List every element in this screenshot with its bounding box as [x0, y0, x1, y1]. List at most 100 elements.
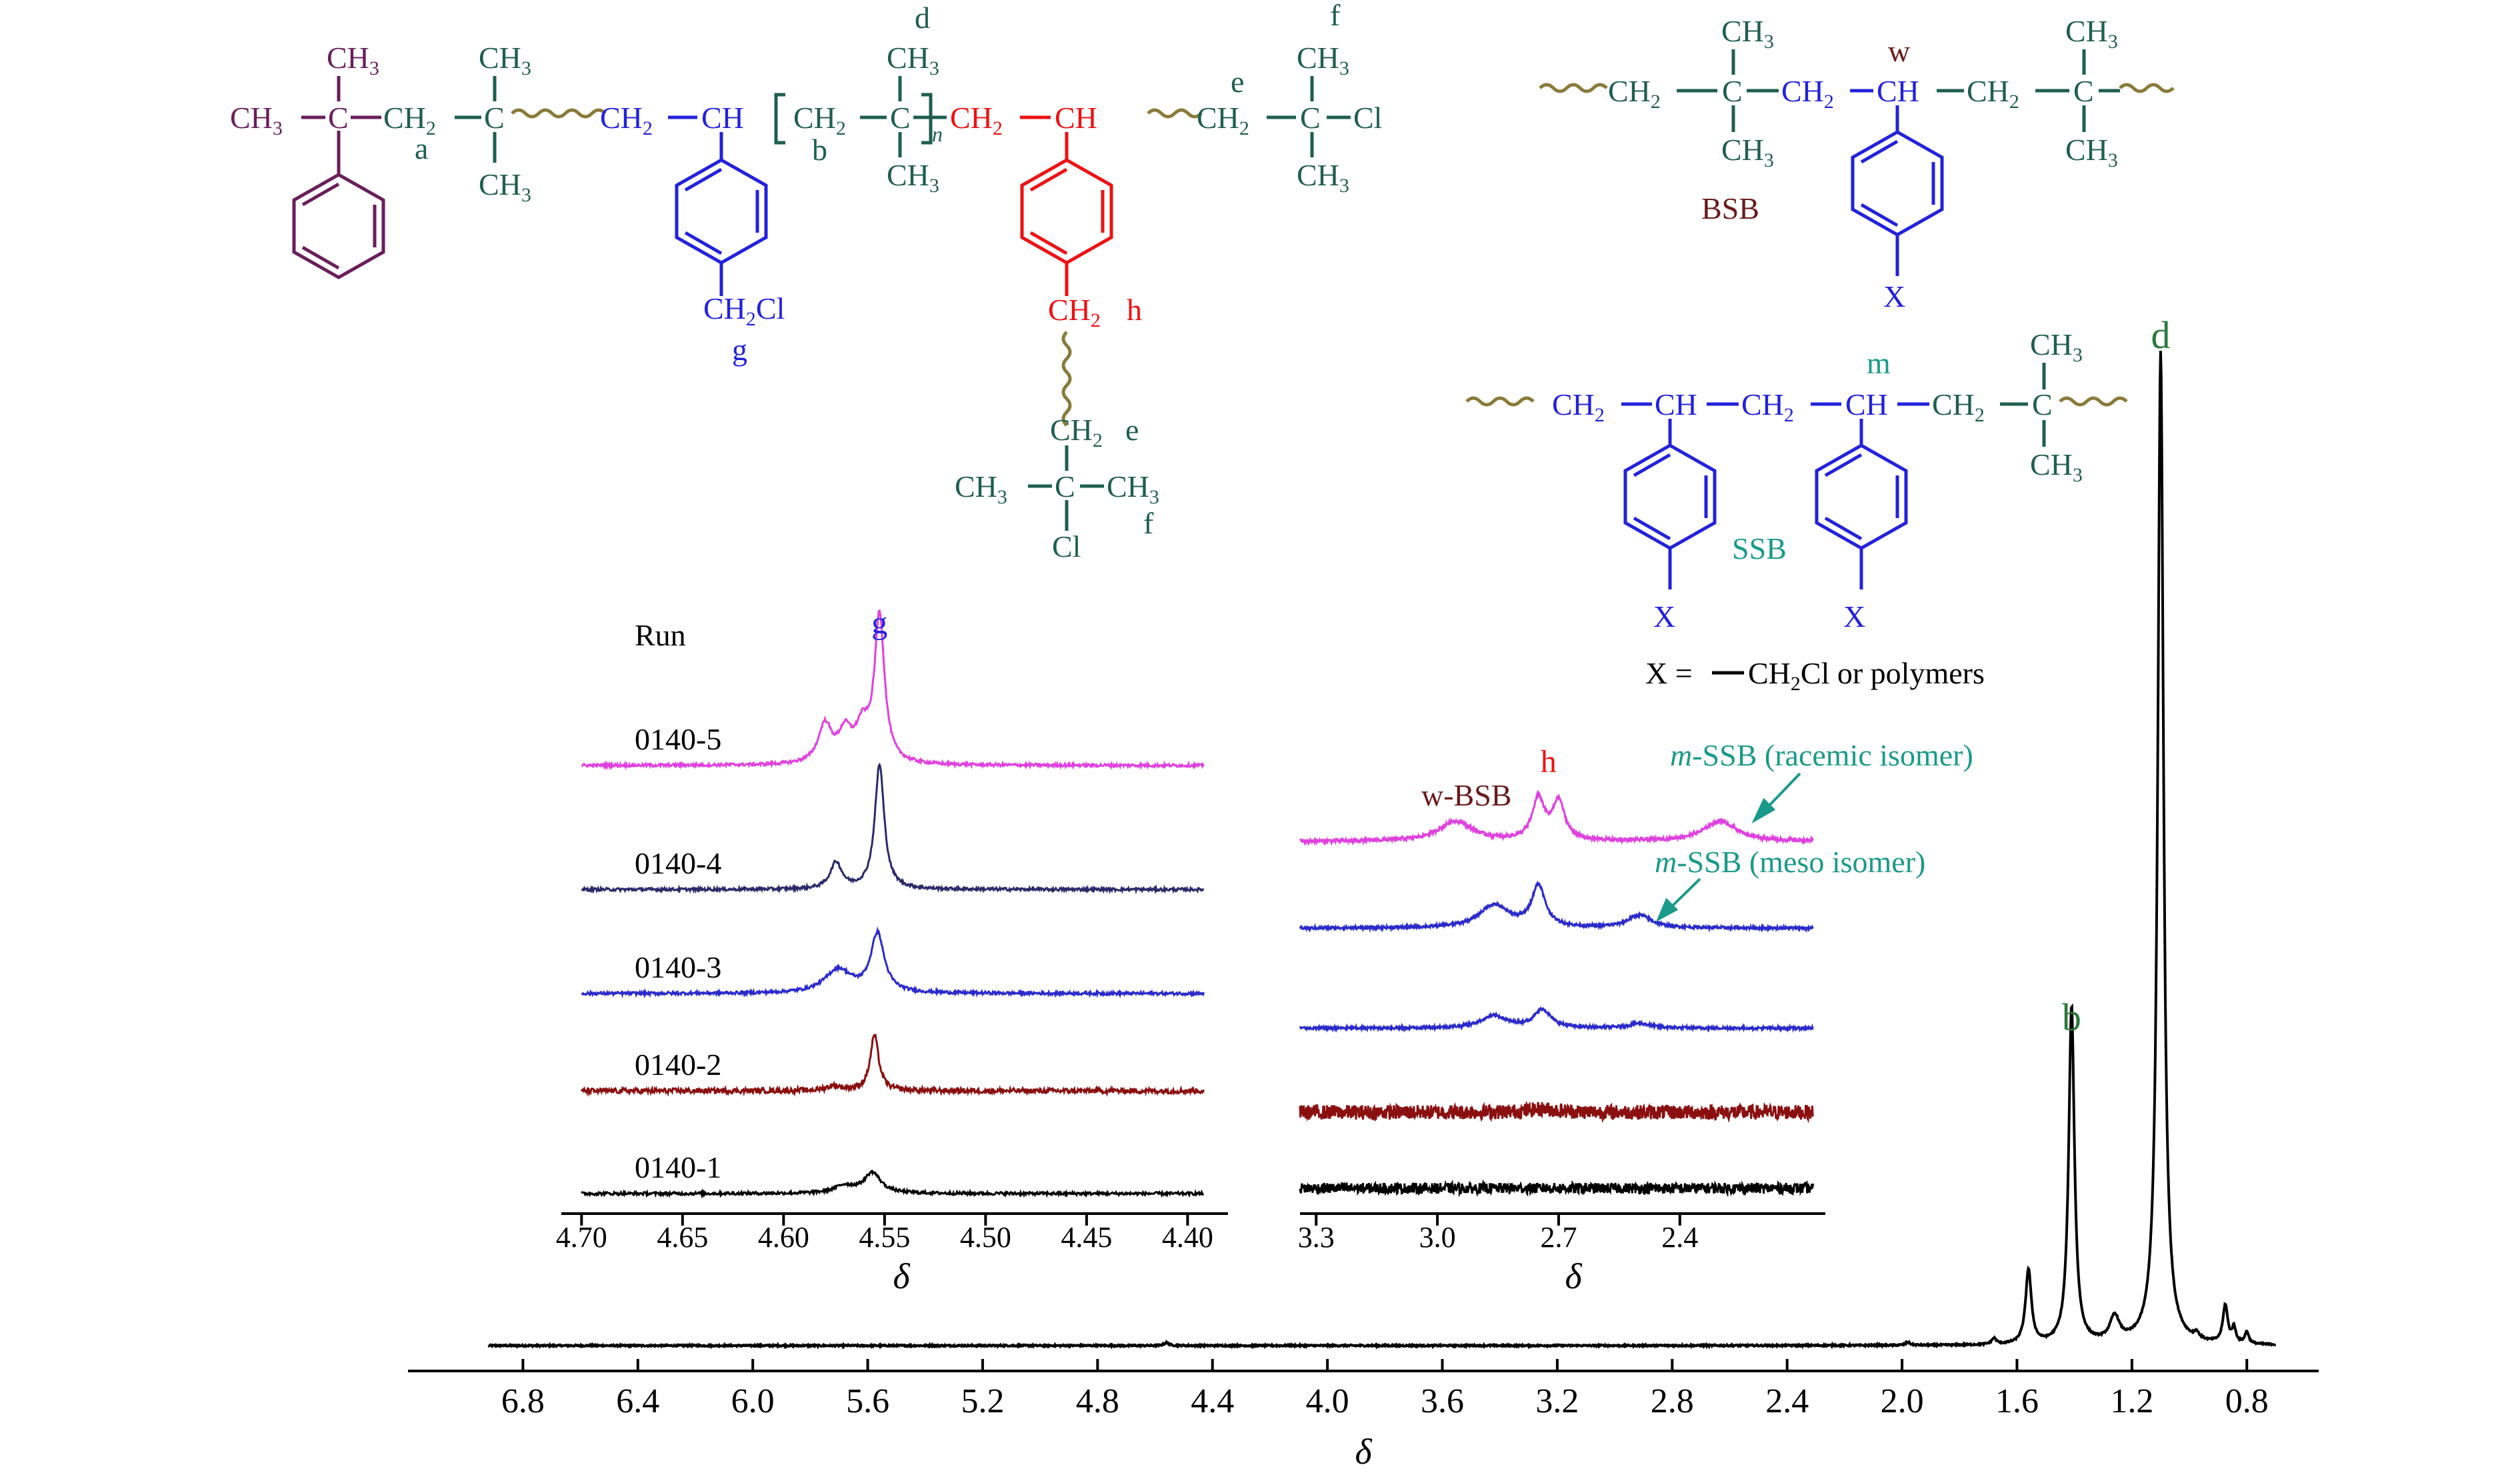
bsb-isobutylene: CH2 C CH3 CH3 CH2 C CH3 CH3 — [1608, 14, 2118, 171]
svg-text:d: d — [915, 1, 930, 35]
svg-text:n: n — [932, 122, 943, 146]
peak-label-g: g — [871, 605, 887, 641]
svg-text:Cl: Cl — [1353, 101, 1382, 135]
run-trace — [581, 762, 1205, 895]
svg-text:CH3: CH3 — [1297, 41, 1349, 79]
svg-text:CH2: CH2 — [1608, 74, 1661, 113]
main-x-ticks: 6.8 6.4 6.0 5.6 5.2 4.8 4.4 4.0 3.6 3.2 2.8 2.4 2.0 1… — [501, 1359, 2269, 1420]
svg-text:CH3: CH3 — [1721, 14, 1774, 53]
svg-text:C: C — [484, 101, 505, 135]
x-tick-label: 1.2 — [2110, 1382, 2153, 1420]
ssb-structure: CH2 CH CH2 CH X X m SSB CH2 C CH3 CH3 — [1465, 327, 2128, 695]
svg-text:h: h — [1127, 293, 1142, 327]
repeat-bracket-bonds — [774, 76, 947, 157]
x-tick-label: 5.2 — [961, 1382, 1004, 1420]
bsb-structure: CH2 C CH3 CH3 CH2 C CH3 CH3 CH2 CH X w B… — [1539, 14, 2175, 313]
x-tick-label: 4.65 — [657, 1221, 708, 1254]
chain-wavy-1 — [511, 108, 607, 119]
run-trace — [581, 926, 1205, 999]
svg-text:g: g — [732, 333, 747, 367]
x-tick-label: 4.60 — [758, 1221, 809, 1254]
run-label: 0140-1 — [635, 1150, 721, 1184]
svg-text:CH3: CH3 — [2030, 327, 2083, 366]
x-tick-label: 4.55 — [859, 1221, 910, 1254]
graft-wavy — [1061, 331, 1072, 427]
svg-text:CH3: CH3 — [887, 41, 939, 79]
svg-text:C: C — [1722, 74, 1743, 108]
svg-text:CH3: CH3 — [2065, 133, 2118, 171]
svg-text:CH2: CH2 — [1781, 74, 1834, 113]
x-tick-label: 3.3 — [1298, 1221, 1335, 1254]
ssb-wavy-right — [2059, 396, 2128, 407]
svg-text:a: a — [415, 131, 428, 165]
bsb-styrene: CH2 CH X — [1781, 74, 1919, 313]
graft-end-group: CH2 e CH3 C CH3 f Cl — [955, 413, 1159, 563]
svg-text:C: C — [1300, 101, 1321, 135]
x-tick-label: 3.0 — [1419, 1221, 1456, 1254]
svg-text:CH: CH — [1845, 387, 1888, 421]
grafted-styrene-bonds — [1020, 115, 1113, 296]
run-header: Run — [635, 618, 686, 652]
chain-wavy-2 — [1147, 108, 1203, 119]
grafted-styrene-unit: CH2 CH CH2 h — [950, 101, 1142, 331]
end-group-bonds — [1267, 76, 1351, 157]
annotation-arrows — [1655, 772, 1801, 922]
main-polymer-structure: CH3 CH3 C CH2 a C CH3 CH3 — [230, 0, 1382, 563]
ssb-isobutylene-bonds — [2000, 363, 2046, 447]
chloromethylstyrene-unit: CH2 CH CH2Cl g — [600, 101, 785, 367]
svg-text:CH2: CH2 — [600, 101, 653, 139]
inset-right-spectra: 3.3 3.0 2.7 2.4 δ w-BSB h m-SSB (racemic is… — [1298, 738, 1973, 1296]
svg-text:f: f — [1143, 506, 1154, 540]
x-tick-label: 2.0 — [1881, 1382, 1924, 1420]
inset-right-traces — [1299, 790, 1815, 1198]
svg-text:CH3: CH3 — [327, 41, 379, 79]
x-tick-label: 4.50 — [960, 1221, 1011, 1254]
x-tick-label: 0.8 — [2225, 1382, 2269, 1420]
svg-text:C: C — [2032, 387, 2053, 421]
svg-text:CH2: CH2 — [1048, 293, 1101, 331]
svg-text:CH2: CH2 — [1741, 387, 1794, 426]
main-spectrum-trace — [487, 351, 2277, 1350]
inset-left-x-ticks: 4.70 4.65 4.60 4.55 4.50 4.45 4.40 — [556, 1214, 1213, 1254]
ssb-wavy-left — [1465, 396, 1535, 407]
isobutylene-repeat-unit: CH2 b C CH3 d CH3 n — [793, 1, 943, 197]
run-trace — [1299, 880, 1814, 934]
svg-text:X: X — [1883, 279, 1905, 313]
ssb-isobutylene: CH2 C CH3 CH3 — [1932, 327, 2083, 486]
x-definition-legend: X = CH2Cl or polymers — [1645, 656, 1985, 695]
w-bsb-label: w-BSB — [1421, 778, 1511, 812]
inset-left-traces — [580, 609, 1205, 1199]
run-trace — [1299, 790, 1814, 847]
svg-text:CH: CH — [1877, 74, 1919, 108]
x-tick-label: 2.7 — [1540, 1221, 1577, 1254]
svg-text:CH3: CH3 — [2030, 447, 2083, 486]
graft-end-bonds — [1028, 445, 1104, 531]
x-tick-label: 4.8 — [1076, 1382, 1119, 1420]
svg-text:C: C — [328, 101, 349, 135]
run-trace — [581, 609, 1205, 770]
bsb-w-label: w — [1888, 34, 1911, 68]
svg-text:Cl: Cl — [1052, 529, 1081, 563]
svg-text:CH2: CH2 — [1967, 74, 2019, 113]
svg-text:X =: X = — [1645, 656, 1693, 690]
svg-text:e: e — [1125, 413, 1139, 447]
racemic-arrow-head — [1751, 798, 1776, 824]
svg-text:CH2: CH2 — [1197, 101, 1249, 139]
chloromethylstyrene-bonds — [668, 115, 768, 296]
run-trace — [1299, 1100, 1814, 1124]
isobutylene-unit-a: CH2 a C CH3 CH3 — [383, 41, 531, 206]
run-trace — [1299, 1179, 1815, 1198]
svg-text:CH3: CH3 — [2065, 14, 2118, 53]
peak-label-h: h — [1541, 744, 1557, 780]
inset-right-x-axis-label: δ — [1565, 1256, 1582, 1296]
x-tick-label: 4.70 — [556, 1221, 607, 1254]
x-tick-label: 4.40 — [1162, 1221, 1213, 1254]
run-trace — [580, 1034, 1205, 1098]
x-tick-label: 6.4 — [616, 1382, 659, 1420]
svg-text:e: e — [1231, 65, 1244, 99]
bsb-isobutylene-bonds — [1677, 49, 2120, 132]
meso-arrow-head — [1655, 898, 1679, 922]
run-labels: 0140-5 0140-4 0140-3 0140-2 0140-1 — [635, 722, 721, 1184]
x-tick-label: 4.4 — [1191, 1382, 1234, 1420]
